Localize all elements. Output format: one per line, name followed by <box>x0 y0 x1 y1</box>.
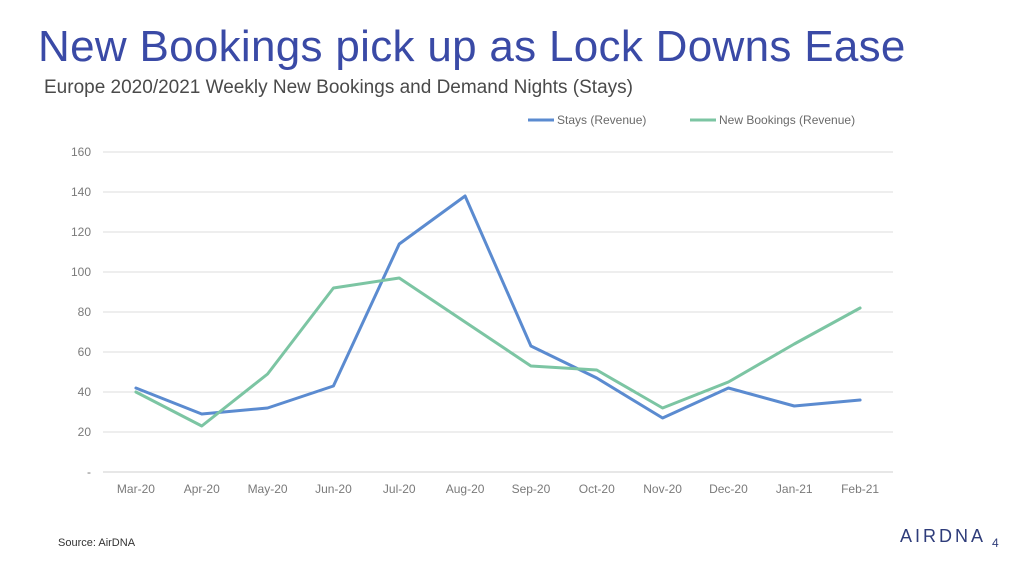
data-point <box>727 381 729 383</box>
series-line <box>134 194 862 420</box>
x-tick-label: Jun-20 <box>315 482 352 496</box>
x-tick-label: May-20 <box>248 482 288 496</box>
y-tick-label: 60 <box>78 345 92 359</box>
y-tick-label: 100 <box>71 265 91 279</box>
x-tick-label: Mar-20 <box>117 482 155 496</box>
data-point <box>267 373 269 375</box>
data-point <box>332 287 334 289</box>
y-tick-label: 160 <box>71 145 91 159</box>
data-point <box>793 343 795 345</box>
airdna-logo: AIRDNA <box>900 526 987 546</box>
x-tick-label: Feb-21 <box>841 482 879 496</box>
data-point <box>201 413 203 415</box>
y-tick-label: 40 <box>78 385 92 399</box>
legend-label: New Bookings (Revenue) <box>719 113 855 127</box>
page-number: 4 <box>992 536 999 550</box>
data-point <box>793 405 795 407</box>
legend-label: Stays (Revenue) <box>557 113 646 127</box>
x-tick-label: Sep-20 <box>512 482 551 496</box>
y-tick-label: 80 <box>78 305 92 319</box>
chart-subtitle: Europe 2020/2021 Weekly New Bookings and… <box>44 77 633 98</box>
x-tick-label: Aug-20 <box>446 482 485 496</box>
data-point <box>530 345 532 347</box>
data-point <box>859 399 861 401</box>
data-point <box>596 377 598 379</box>
slide-title: New Bookings pick up as Lock Downs Ease <box>38 22 906 71</box>
data-point <box>135 391 137 393</box>
x-tick-label: Nov-20 <box>643 482 682 496</box>
x-tick-label: Dec-20 <box>709 482 748 496</box>
chart-legend: Stays (Revenue) New Bookings (Revenue) <box>528 113 855 127</box>
y-axis-ticks: - 20 40 60 80 100 120 140 160 <box>71 145 91 479</box>
x-tick-label: Apr-20 <box>184 482 220 496</box>
y-tick-label: - <box>87 465 91 479</box>
data-point <box>201 425 203 427</box>
data-point <box>596 369 598 371</box>
x-tick-label: Jul-20 <box>383 482 416 496</box>
data-point <box>332 385 334 387</box>
data-point <box>662 417 664 419</box>
data-point <box>662 407 664 409</box>
x-tick-label: Jan-21 <box>776 482 813 496</box>
data-point <box>464 195 466 197</box>
chart-series <box>134 194 862 428</box>
chart-gridlines <box>103 151 893 473</box>
x-tick-label: Oct-20 <box>579 482 615 496</box>
data-point <box>464 321 466 323</box>
data-point <box>135 387 137 389</box>
data-point <box>398 277 400 279</box>
y-tick-label: 20 <box>78 425 92 439</box>
data-point <box>267 407 269 409</box>
source-note: Source: AirDNA <box>58 537 136 549</box>
x-axis-ticks: Mar-20 Apr-20 May-20 Jun-20 Jul-20 Aug-20 Sep-… <box>117 482 880 496</box>
data-point <box>398 243 400 245</box>
data-point <box>727 387 729 389</box>
y-tick-label: 120 <box>71 225 91 239</box>
data-point <box>859 307 861 309</box>
data-point <box>530 365 532 367</box>
series-line <box>134 276 862 428</box>
y-tick-label: 140 <box>71 185 91 199</box>
